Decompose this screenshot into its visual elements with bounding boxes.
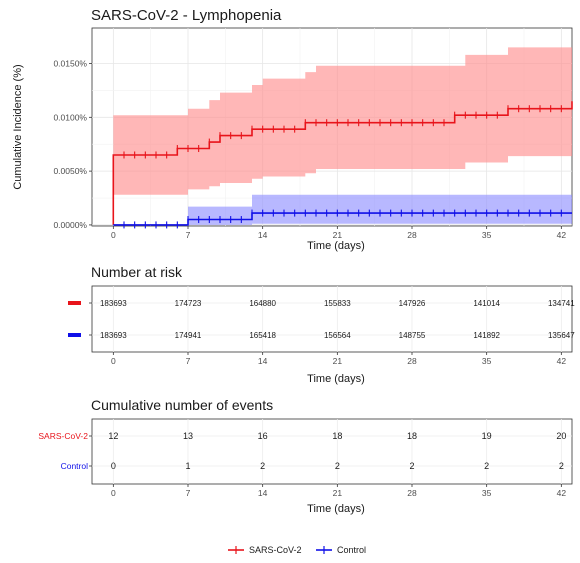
risk-cell: 147926 — [399, 299, 426, 308]
y-axis-title: Cumulative Incidence (%) — [12, 64, 24, 189]
y-tick-label: 0.0000% — [53, 220, 87, 230]
ci-bands — [113, 47, 573, 225]
events-cell: 2 — [484, 461, 489, 471]
risk-row-color-key — [68, 333, 81, 337]
events-cell: 0 — [111, 461, 116, 471]
events-cell: 18 — [407, 431, 417, 441]
risk-cell: 135647 — [548, 331, 575, 340]
risk-table-x-title: Time (days) — [307, 373, 365, 385]
events-table-panel — [91, 418, 573, 485]
events-cell: 2 — [409, 461, 414, 471]
x-tick-label: 0 — [111, 230, 116, 240]
km-plot: SARS-CoV-2 - Lymphopenia 0.0000%0.0050%0… — [12, 7, 573, 252]
events-cell: 12 — [108, 431, 118, 441]
events-cell: 2 — [559, 461, 564, 471]
x-tick-label: 35 — [482, 230, 492, 240]
x-tick-label: 35 — [482, 488, 492, 498]
events-table-cells: 12 13 16 18 18 19 200 1 2 2 2 2 2 — [108, 431, 566, 471]
x-tick-label: 21 — [333, 230, 343, 240]
x-tick-label: 42 — [557, 230, 567, 240]
risk-table-cells: 183693 174723 164880 155833 147926 141014 1347… — [100, 299, 575, 340]
ci-band-sars-cov-2 — [113, 47, 573, 195]
x-tick-label: 42 — [557, 356, 567, 366]
legend: SARS-CoV-2 Control — [228, 545, 366, 555]
risk-cell: 148755 — [399, 331, 426, 340]
risk-table-grid — [92, 286, 572, 352]
risk-table: Number at risk 183693 174723 164880 155833 1… — [68, 264, 575, 385]
risk-cell: 164880 — [249, 299, 276, 308]
x-axis-ticks: 0 7 14 21 28 35 42 — [111, 226, 566, 240]
events-table-x-ticks: 0 7 14 21 28 35 42 — [111, 484, 566, 498]
x-tick-label: 7 — [186, 488, 191, 498]
events-table-x-title: Time (days) — [307, 503, 365, 515]
events-row-label: Control — [61, 461, 89, 471]
x-tick-label: 14 — [258, 356, 268, 366]
risk-cell: 141892 — [473, 331, 500, 340]
risk-cell: 156564 — [324, 331, 351, 340]
risk-table-title: Number at risk — [91, 264, 183, 280]
risk-cell: 141014 — [473, 299, 500, 308]
risk-row-color-key — [68, 301, 81, 305]
events-cell: 18 — [332, 431, 342, 441]
events-table-grid — [92, 419, 572, 484]
events-cell: 13 — [183, 431, 193, 441]
x-tick-label: 42 — [557, 488, 567, 498]
x-tick-label: 28 — [407, 488, 417, 498]
x-tick-label: 0 — [111, 356, 116, 366]
risk-cell: 183693 — [100, 331, 127, 340]
events-cell: 16 — [258, 431, 268, 441]
risk-table-x-ticks: 0 7 14 21 28 35 42 — [111, 352, 566, 366]
plot-title: SARS-CoV-2 - Lymphopenia — [91, 7, 282, 24]
events-table-row-labels: SARS-CoV-2 Control — [38, 431, 92, 471]
x-axis-title: Time (days) — [307, 240, 365, 252]
risk-table-strata-keys — [68, 301, 92, 337]
events-cell: 1 — [185, 461, 190, 471]
events-cell: 2 — [335, 461, 340, 471]
risk-table-panel — [91, 285, 573, 353]
risk-cell: 183693 — [100, 299, 127, 308]
ci-band-control — [113, 194, 573, 225]
risk-cell: 155833 — [324, 299, 351, 308]
y-tick-label: 0.0150% — [53, 59, 87, 69]
x-tick-label: 21 — [333, 356, 343, 366]
y-tick-label: 0.0100% — [53, 112, 87, 122]
risk-cell: 165418 — [249, 331, 276, 340]
risk-cell: 174941 — [175, 331, 202, 340]
censor-marks — [123, 105, 562, 229]
risk-cell: 134741 — [548, 299, 575, 308]
events-row-label: SARS-CoV-2 — [38, 431, 88, 441]
x-tick-label: 35 — [482, 356, 492, 366]
legend-label: Control — [337, 545, 366, 555]
events-cell: 19 — [482, 431, 492, 441]
x-tick-label: 28 — [407, 230, 417, 240]
x-tick-label: 7 — [186, 356, 191, 366]
x-tick-label: 7 — [186, 230, 191, 240]
x-tick-label: 14 — [258, 230, 268, 240]
y-axis-ticks: 0.0000% 0.0050% 0.0100% 0.0150% — [53, 59, 92, 230]
legend-label: SARS-CoV-2 — [249, 545, 302, 555]
events-cell: 2 — [260, 461, 265, 471]
x-tick-label: 21 — [333, 488, 343, 498]
x-tick-label: 28 — [407, 356, 417, 366]
y-tick-label: 0.0050% — [53, 166, 87, 176]
events-table: Cumulative number of events 12 13 16 18 18 19… — [38, 397, 573, 515]
events-cell: 20 — [556, 431, 566, 441]
x-tick-label: 14 — [258, 488, 268, 498]
x-tick-label: 0 — [111, 488, 116, 498]
risk-cell: 174723 — [175, 299, 202, 308]
events-table-title: Cumulative number of events — [91, 397, 273, 413]
